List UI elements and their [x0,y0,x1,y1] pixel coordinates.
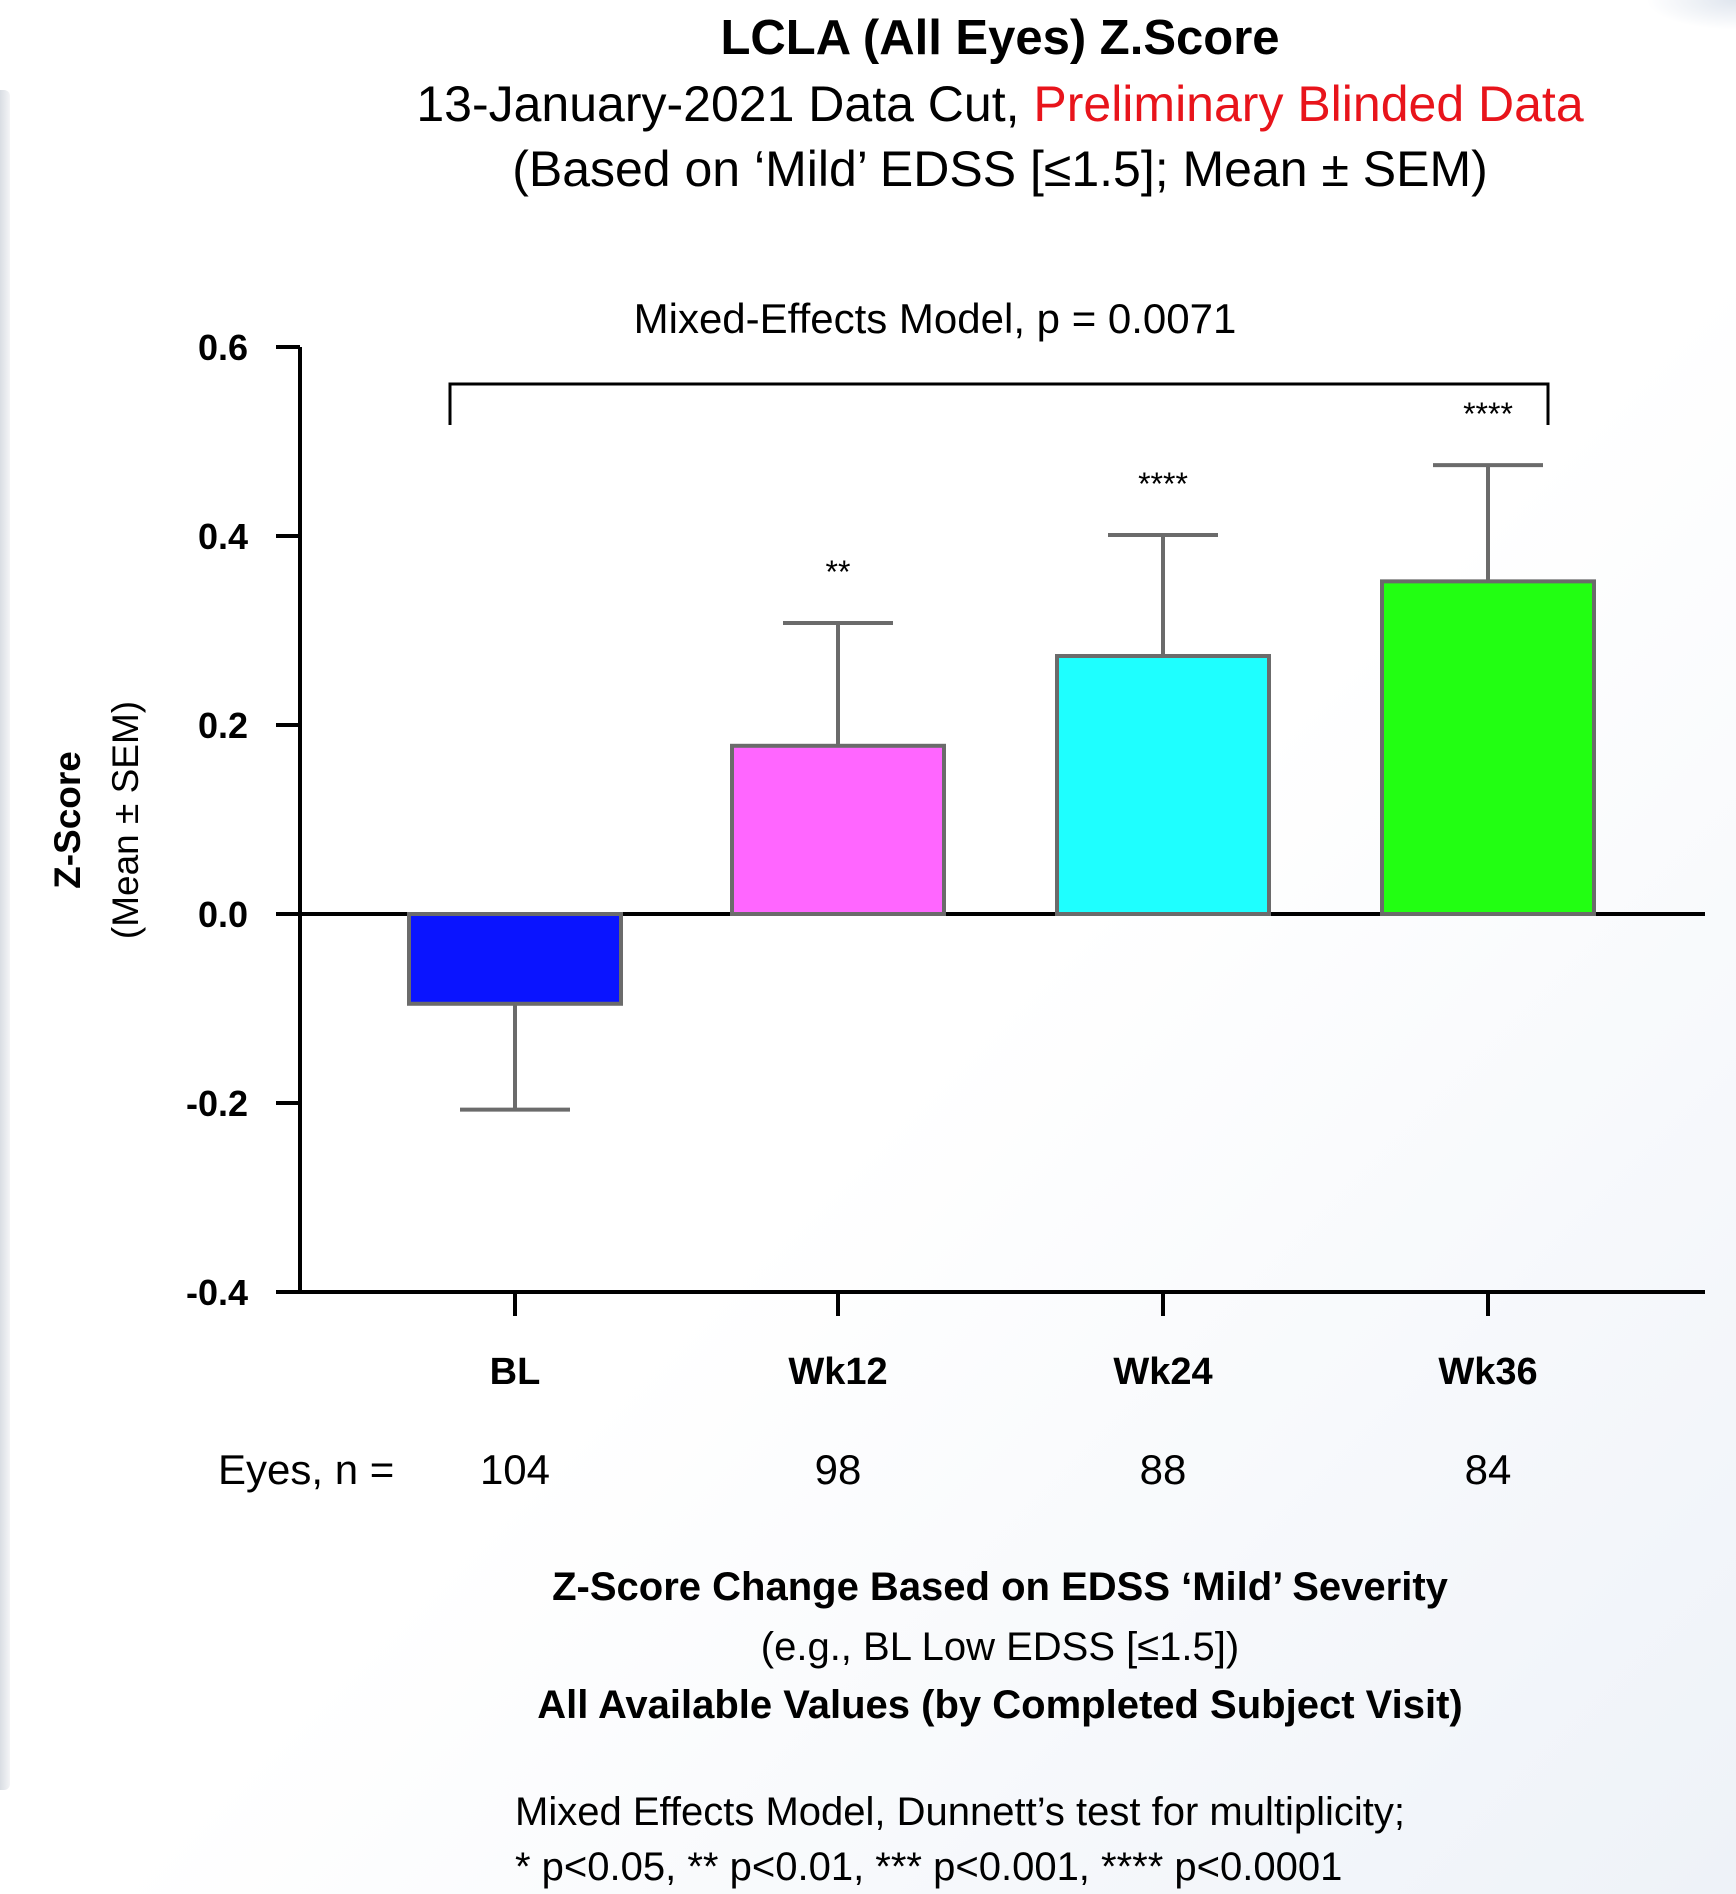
chart-subtitle: 13-January-2021 Data Cut, Preliminary Bl… [300,75,1700,133]
chart-subtitle-basis: (Based on ‘Mild’ EDSS [≤1.5]; Mean ± SEM… [512,141,1488,197]
stats-note-model: Mixed Effects Model, Dunnett’s test for … [515,1790,1405,1834]
n-value: 84 [1465,1446,1512,1493]
footer-example: (e.g., BL Low EDSS [≤1.5]) [760,1625,1240,1669]
slide-corner-shade [1646,0,1736,30]
chart-labels: **********Mixed-Effects Model, p = 0.007… [47,295,1550,1493]
y-tick-label: -0.4 [186,1272,248,1313]
bar-wk24 [1055,654,1271,916]
significance-label: ** [826,554,851,590]
y-tick-label: 0.2 [198,705,248,746]
footer-values-note: All Available Values (by Completed Subje… [537,1683,1463,1727]
n-value: 88 [1140,1446,1187,1493]
subtitle-preliminary: Preliminary Blinded Data [1033,76,1584,132]
y-tick-label: 0.4 [198,516,248,557]
y-tick-label: 0.6 [198,327,248,368]
y-axis-subtitle: (Mean ± SEM) [105,701,146,939]
bar-wk12 [730,743,946,916]
bars [407,463,1596,1112]
chart-title: LCLA (All Eyes) Z.Score [720,11,1280,65]
significance-label: **** [1138,466,1188,502]
slide-left-edge [0,90,10,1790]
y-axis-title: Z-Score [47,751,88,889]
footer-heading: Z-Score Change Based on EDSS ‘Mild’ Seve… [552,1565,1448,1609]
y-tick-label: 0.0 [198,894,248,935]
bar-chart: 0.60.40.20.0-0.2-0.4 **********Mixed-Eff… [47,295,1705,1493]
comparison-bracket [448,382,1550,425]
category-label: Wk36 [1438,1351,1537,1393]
model-p-value: Mixed-Effects Model, p = 0.0071 [634,295,1237,342]
bar-wk36 [1380,579,1596,916]
category-label: Wk24 [1113,1351,1212,1393]
subtitle-date: 13-January-2021 Data Cut, [416,76,1034,132]
n-value: 104 [480,1446,550,1493]
n-value: 98 [815,1446,862,1493]
stats-note-pvalues: * p<0.05, ** p<0.01, *** p<0.001, **** p… [515,1845,1343,1889]
bar-bl [407,912,623,1006]
category-label: Wk12 [788,1351,887,1393]
category-label: BL [490,1351,541,1393]
y-tick-label: -0.2 [186,1083,248,1124]
significance-label: **** [1463,396,1513,432]
n-row-label: Eyes, n = [218,1446,394,1493]
